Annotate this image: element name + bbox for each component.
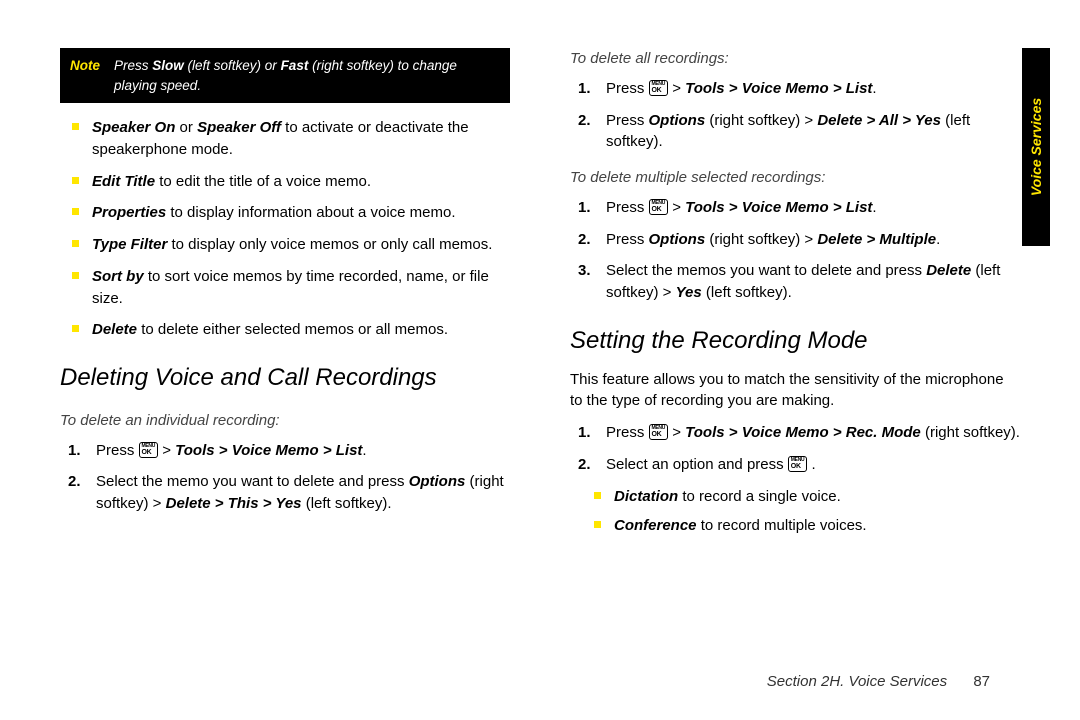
side-tab-label: Voice Services: [1028, 98, 1044, 196]
recmode-options: Dictation to record a single voice. Confe…: [570, 486, 1020, 538]
note-box: Note Press Slow (left softkey) or Fast (…: [60, 48, 510, 103]
footer: Section 2H. Voice Services 87: [767, 673, 990, 690]
note-body: Press Slow (left softkey) or Fast (right…: [114, 56, 500, 95]
menu-ok-icon: MENUOK: [649, 424, 669, 440]
list-item: Delete to delete either selected memos o…: [82, 319, 510, 341]
list-item: Speaker On or Speaker Off to activate or…: [82, 117, 510, 161]
footer-section: Section 2H. Voice Services: [767, 673, 947, 690]
steps-individual: Press MENUOK > Tools > Voice Memo > List…: [60, 440, 510, 515]
note-label: Note: [70, 56, 100, 95]
step-item: Press MENUOK > Tools > Voice Memo > Rec.…: [592, 422, 1020, 444]
step-item: Press MENUOK > Tools > Voice Memo > List…: [82, 440, 510, 462]
menu-ok-icon: MENUOK: [649, 80, 669, 96]
steps-recmode: Press MENUOK > Tools > Voice Memo > Rec.…: [570, 422, 1020, 476]
page-number: 87: [973, 673, 990, 690]
side-tab: Voice Services: [1022, 48, 1050, 246]
heading-recmode: Setting the Recording Mode: [570, 324, 1020, 359]
list-item: Conference to record multiple voices.: [604, 515, 1020, 537]
recmode-intro: This feature allows you to match the sen…: [570, 369, 1020, 413]
menu-ok-icon: MENUOK: [649, 199, 669, 215]
list-item: Sort by to sort voice memos by time reco…: [82, 266, 510, 310]
step-item: Press Options (right softkey) > Delete >…: [592, 229, 1020, 251]
list-item: Dictation to record a single voice.: [604, 486, 1020, 508]
step-item: Press MENUOK > Tools > Voice Memo > List…: [592, 197, 1020, 219]
step-item: Press Options (right softkey) > Delete >…: [592, 110, 1020, 154]
heading-deleting: Deleting Voice and Call Recordings: [60, 361, 510, 396]
menu-ok-icon: MENUOK: [788, 456, 808, 472]
right-column: To delete all recordings: Press MENUOK >…: [560, 48, 1020, 690]
step-item: Select the memos you want to delete and …: [592, 260, 1020, 304]
step-item: Select the memo you want to delete and p…: [82, 471, 510, 515]
subhead-individual: To delete an individual recording:: [60, 410, 510, 432]
step-item: Press MENUOK > Tools > Voice Memo > List…: [592, 78, 1020, 100]
page: Note Press Slow (left softkey) or Fast (…: [0, 0, 1080, 720]
left-column: Note Press Slow (left softkey) or Fast (…: [60, 48, 520, 690]
option-list: Speaker On or Speaker Off to activate or…: [60, 117, 510, 341]
step-item: Select an option and press MENUOK .: [592, 454, 1020, 476]
steps-all: Press MENUOK > Tools > Voice Memo > List…: [570, 78, 1020, 153]
steps-multiple: Press MENUOK > Tools > Voice Memo > List…: [570, 197, 1020, 304]
subhead-multiple: To delete multiple selected recordings:: [570, 167, 1020, 189]
list-item: Edit Title to edit the title of a voice …: [82, 171, 510, 193]
menu-ok-icon: MENUOK: [139, 442, 159, 458]
subhead-all: To delete all recordings:: [570, 48, 1020, 70]
list-item: Type Filter to display only voice memos …: [82, 234, 510, 256]
list-item: Properties to display information about …: [82, 202, 510, 224]
